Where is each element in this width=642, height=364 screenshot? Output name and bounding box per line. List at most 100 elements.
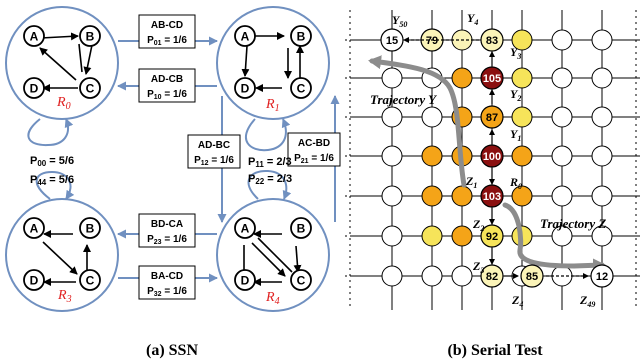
lattice-node	[421, 225, 443, 247]
graph-r1	[241, 32, 304, 92]
state-label-r3: R3	[57, 288, 72, 305]
label-z49: Z49	[579, 293, 595, 309]
value-node-92: 92	[480, 224, 504, 248]
lattice-node	[551, 185, 573, 207]
path-labels: Y50 Y4 Y3 Y2 Y1 Z1 R0 Z2 Z3 Z4 Z49	[392, 11, 595, 309]
value-node-15: 15	[380, 28, 404, 52]
state-label-r0: R0	[56, 95, 71, 112]
lattice-node	[451, 67, 473, 89]
lattice-node	[511, 106, 533, 128]
trajectory-y-arrow	[368, 55, 467, 188]
value-node-85: 85	[520, 264, 544, 288]
self-loop-r1	[244, 118, 291, 152]
ssn-node-d: D	[234, 269, 256, 291]
ssn-panel: A B C D A B C D A B C D A B C D R0 R1 R3 R4 AB-CD P01 =…	[5, 6, 341, 359]
svg-text:B: B	[297, 30, 306, 44]
lattice-node	[451, 265, 473, 287]
self-loop-r0	[27, 118, 74, 147]
lattice-node	[381, 145, 403, 167]
svg-text:82: 82	[486, 271, 498, 283]
transition-box-r4-r3: BD-CA P23 = 1/6	[138, 213, 196, 248]
ssn-node-a: A	[23, 25, 45, 47]
svg-text:D: D	[241, 274, 250, 288]
svg-text:B: B	[86, 222, 95, 236]
label-y50: Y50	[392, 13, 407, 29]
svg-text:A: A	[30, 30, 39, 44]
label-r0: R0	[509, 175, 522, 191]
svg-text:12: 12	[596, 271, 608, 283]
svg-text:B: B	[86, 30, 95, 44]
label-z3: Z3	[472, 259, 484, 275]
ssn-node-a: A	[234, 25, 256, 47]
svg-text:105: 105	[483, 73, 501, 85]
lattice-node	[421, 185, 443, 207]
value-node-100: 100	[480, 144, 504, 168]
lattice-node	[381, 185, 403, 207]
svg-text:C: C	[297, 82, 306, 96]
svg-text:P23 = 1/6: P23 = 1/6	[147, 234, 187, 246]
trajectory-z-arrow	[502, 202, 606, 273]
svg-text:P10 = 1/6: P10 = 1/6	[147, 89, 187, 101]
self-loop-r4	[247, 169, 292, 200]
label-y1: Y1	[510, 127, 521, 143]
ssn-node-d: D	[234, 77, 256, 99]
svg-text:85: 85	[526, 271, 538, 283]
ssn-node-c: C	[79, 77, 101, 99]
svg-text:A: A	[241, 222, 250, 236]
lattice-node	[381, 106, 403, 128]
value-node-82: 82	[480, 264, 504, 288]
ssn-node-layer: A B C D A B C D A B C D A B C D	[23, 25, 312, 291]
lattice-node	[551, 225, 573, 247]
svg-text:B: B	[297, 222, 306, 236]
lattice-node	[421, 145, 443, 167]
graph-r4	[243, 230, 302, 286]
value-node-12: 12	[590, 264, 614, 288]
svg-text:BD-CA: BD-CA	[151, 219, 183, 230]
svg-text:D: D	[241, 82, 250, 96]
lattice-node	[591, 106, 613, 128]
label-y3: Y3	[510, 45, 521, 61]
lattice-node	[591, 67, 613, 89]
lattice-node	[511, 185, 533, 207]
lattice-node	[511, 29, 533, 51]
self-loop-label-p00: P00 = 5/6	[30, 155, 74, 168]
svg-text:D: D	[30, 82, 39, 96]
value-node-103: 103	[480, 184, 504, 208]
svg-text:AD-CB: AD-CB	[151, 74, 183, 85]
transition-box-r1-r0: AD-CB P10 = 1/6	[138, 68, 196, 103]
svg-text:AC-BD: AC-BD	[298, 138, 330, 149]
lattice-node	[591, 225, 613, 247]
svg-text:P12 = 1/6: P12 = 1/6	[194, 155, 234, 167]
lattice-node	[381, 67, 403, 89]
lattice-node	[381, 265, 403, 287]
lattice-node	[591, 185, 613, 207]
lattice-node	[551, 29, 573, 51]
self-loop-label-p22: P22 = 2/3	[248, 173, 292, 186]
ssn-node-b: B	[290, 217, 312, 239]
serial-panel: 15 79 83 105 87 100 103 92 82 85 12 Y50 Y4 Y3 Y2 Y…	[345, 10, 640, 359]
trajectory-z-label: Trajectory Z	[540, 216, 606, 231]
ssn-node-a: A	[234, 217, 256, 239]
label-z4: Z4	[511, 293, 523, 309]
ssn-node-b: B	[79, 217, 101, 239]
graph-r0	[39, 32, 93, 92]
svg-text:A: A	[30, 222, 39, 236]
lattice-node	[551, 145, 573, 167]
svg-text:92: 92	[486, 231, 498, 243]
lattice-node	[551, 106, 573, 128]
self-loop-label-p44: P44 = 5/6	[30, 174, 74, 187]
svg-text:P01 = 1/6: P01 = 1/6	[147, 35, 187, 47]
lattice-node	[421, 106, 443, 128]
lattice-node	[421, 265, 443, 287]
svg-text:AD-BC: AD-BC	[198, 140, 230, 151]
svg-text:15: 15	[386, 35, 398, 47]
transition-box-r1-r4: AD-BC P12 = 1/6	[187, 134, 241, 169]
state-label-r1: R1	[265, 97, 280, 114]
label-z2: Z2	[472, 217, 484, 233]
ssn-node-a: A	[23, 217, 45, 239]
svg-text:C: C	[86, 82, 95, 96]
svg-text:87: 87	[486, 112, 498, 124]
svg-text:A: A	[241, 30, 250, 44]
svg-text:P21 = 1/6: P21 = 1/6	[294, 153, 334, 165]
